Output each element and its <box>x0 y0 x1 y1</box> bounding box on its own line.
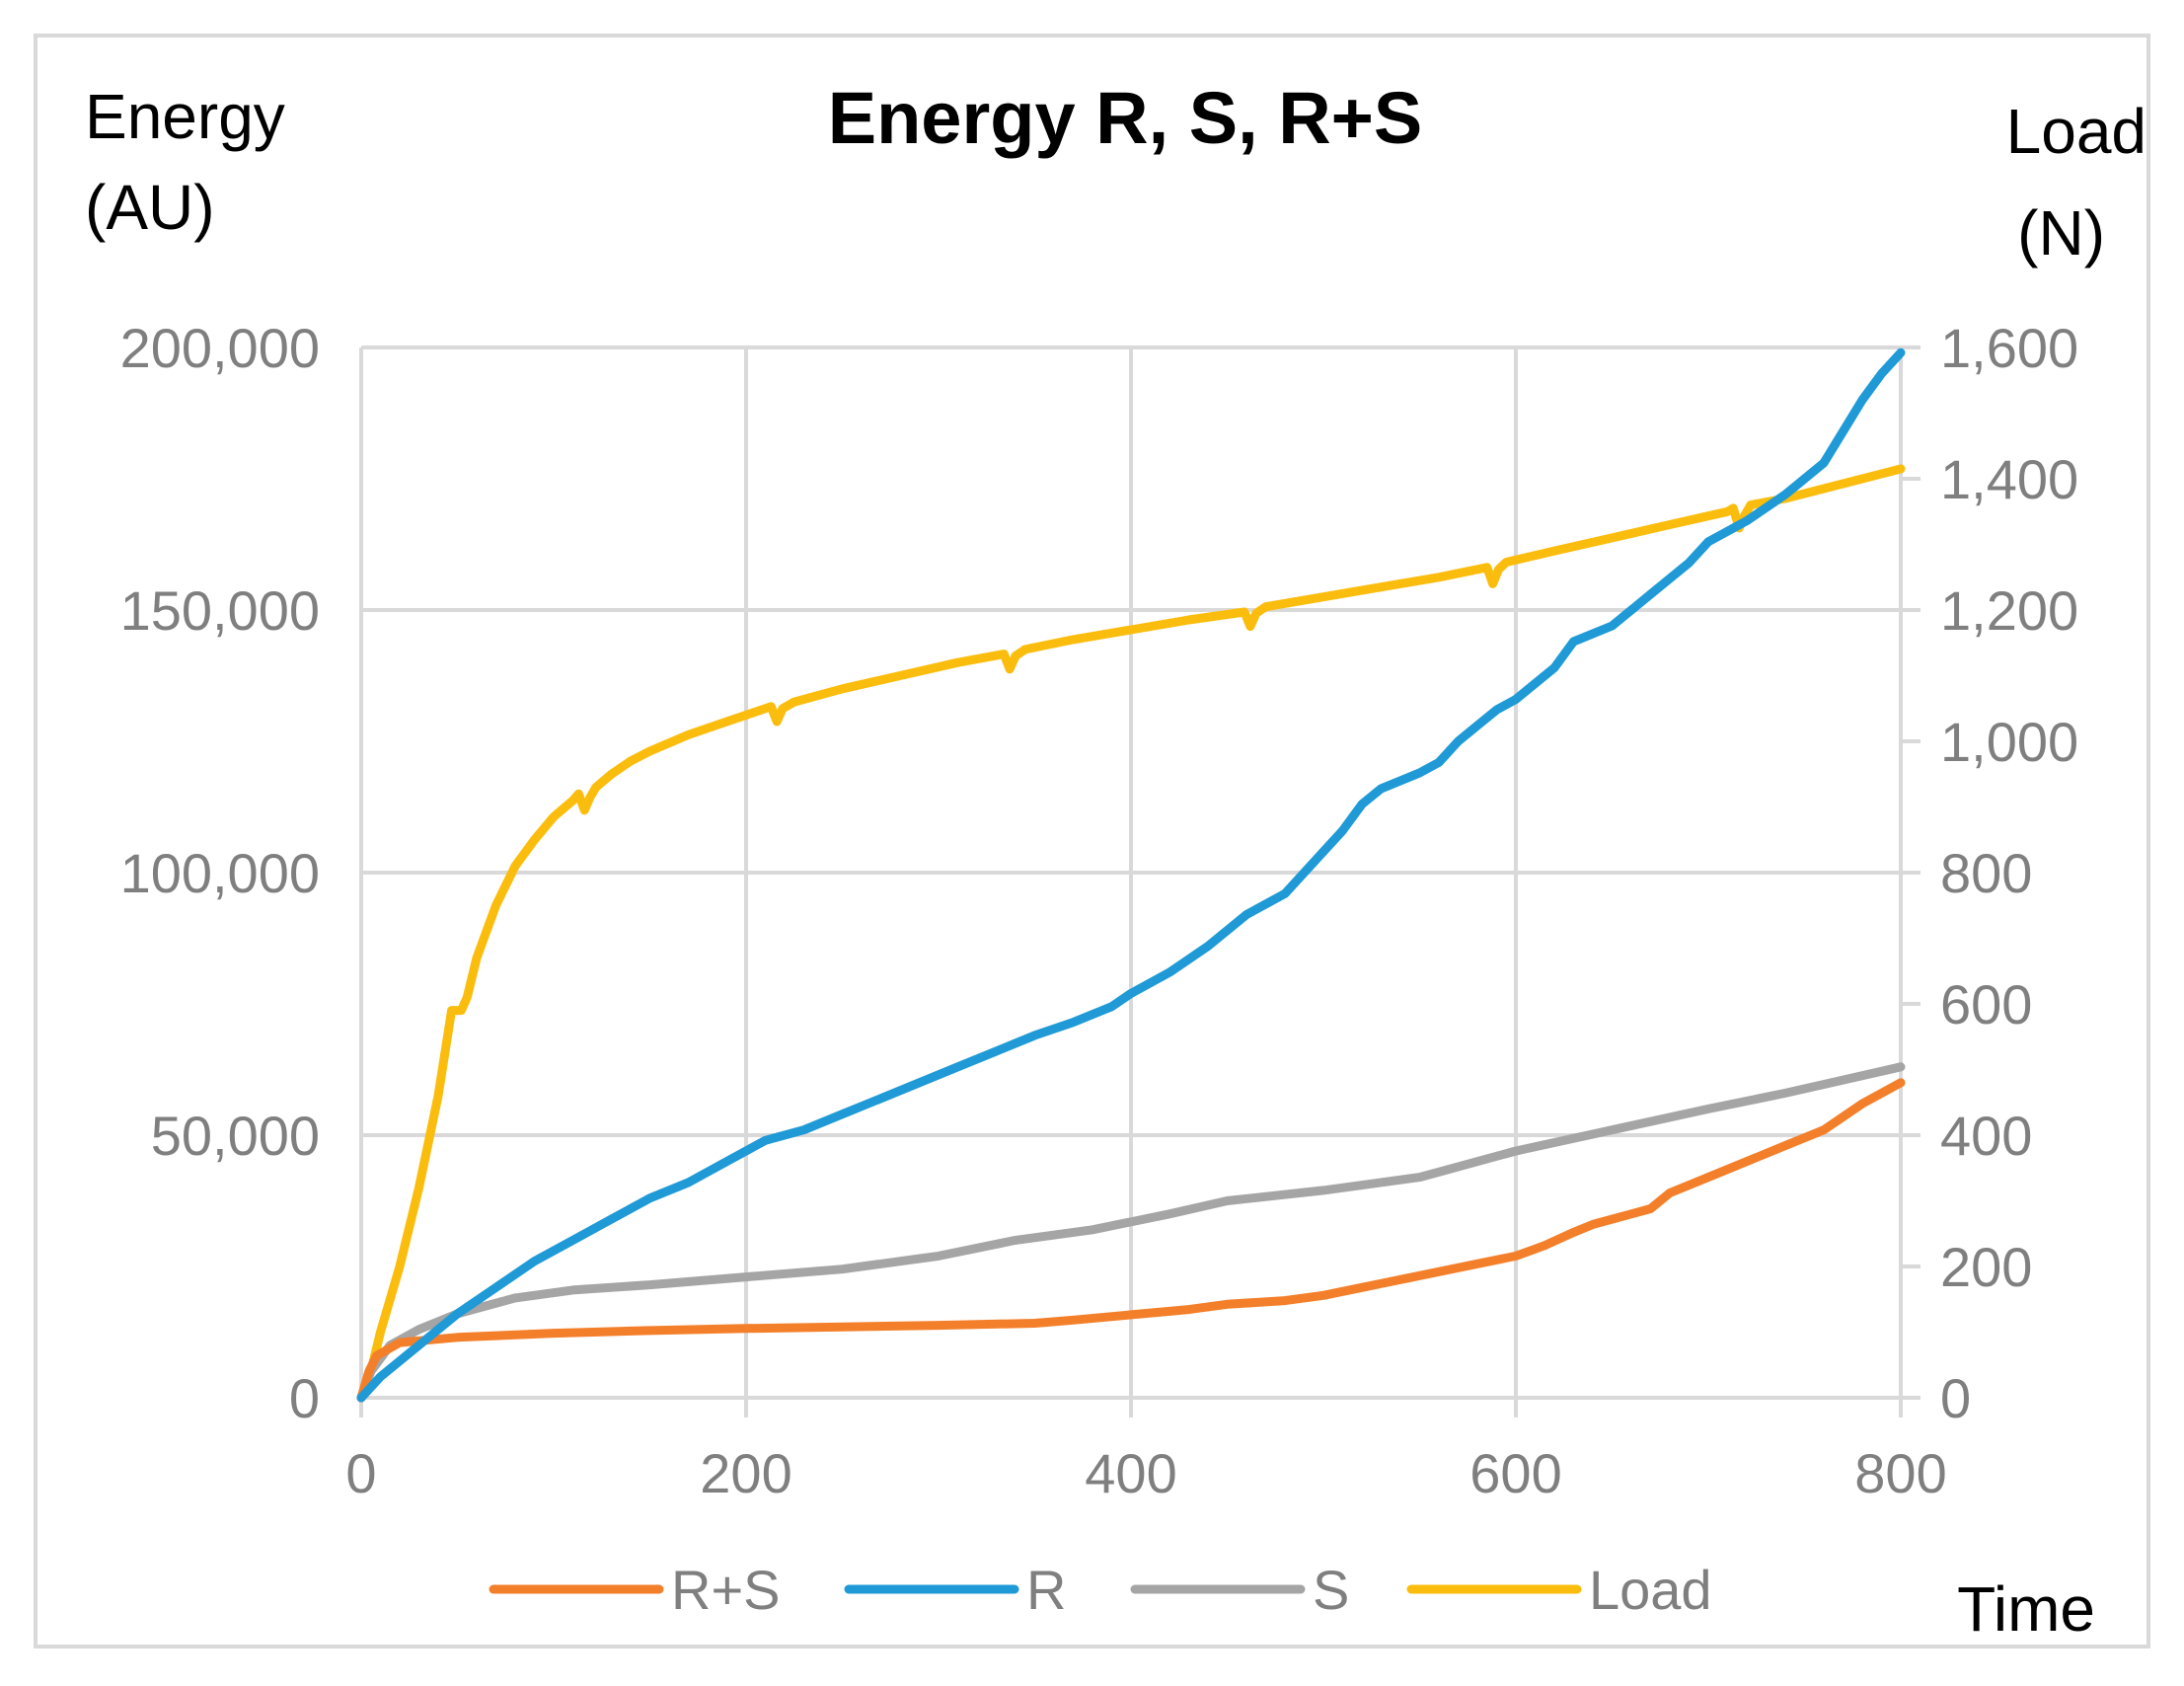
x-tick-label: 800 <box>1854 1442 1946 1504</box>
x-tick-label: 200 <box>700 1442 791 1504</box>
y2-tick-label: 1,600 <box>1940 317 2078 379</box>
x-tick-labels: 0 200 400 600 800 <box>345 1442 1946 1504</box>
legend-label: R <box>1026 1559 1066 1621</box>
legend-label: R+S <box>671 1559 781 1621</box>
legend: R+S R S Load <box>489 1559 1712 1621</box>
series-line-load <box>356 464 1906 1403</box>
series-layer <box>356 347 1906 1403</box>
y2-axis-title-line1: Load <box>2006 96 2146 167</box>
legend-label: S <box>1313 1559 1349 1621</box>
legend-label: Load <box>1589 1559 1712 1621</box>
y2-tick-label: 200 <box>1940 1236 2032 1298</box>
y-axis-title-line1: Energy <box>85 81 285 152</box>
series-line-rpluss <box>356 1078 1906 1403</box>
y-axis-title-line2: (AU) <box>85 172 215 243</box>
y2-tick-label: 600 <box>1940 973 2032 1035</box>
y2-tick-labels: 0 200 400 600 800 1,000 1,200 1,400 1,600 <box>1940 317 2078 1429</box>
y2-axis-title-line2: (N) <box>2017 197 2105 268</box>
y2-tick-label: 400 <box>1940 1105 2032 1167</box>
y2-tick-label: 0 <box>1940 1367 1971 1429</box>
y-tick-labels: 0 50,000 100,000 150,000 200,000 <box>120 317 320 1429</box>
chart-title: Energy R, S, R+S <box>828 77 1422 159</box>
x-tick-label: 400 <box>1085 1442 1176 1504</box>
chart-frame <box>34 34 2150 1648</box>
axes <box>359 345 1920 1418</box>
y2-tick-label: 800 <box>1940 842 2032 904</box>
grid <box>359 345 1903 1400</box>
y2-tick-label: 1,200 <box>1940 579 2078 642</box>
x-tick-label: 0 <box>345 1442 376 1504</box>
y-tick-label: 100,000 <box>120 842 320 904</box>
y-tick-label: 200,000 <box>120 317 320 379</box>
y2-tick-label: 1,000 <box>1940 711 2078 773</box>
y2-tick-label: 1,400 <box>1940 448 2078 510</box>
series-line-r <box>356 347 1906 1403</box>
x-axis-title: Time <box>1957 1573 2095 1645</box>
x-tick-label: 600 <box>1469 1442 1561 1504</box>
y-tick-label: 50,000 <box>151 1105 320 1167</box>
y-tick-label: 0 <box>289 1367 320 1429</box>
y-tick-label: 150,000 <box>120 579 320 642</box>
